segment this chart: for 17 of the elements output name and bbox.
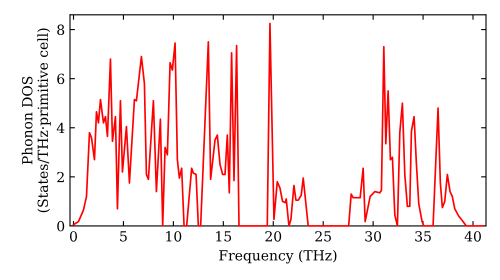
x-axis-title: Frequency (THz) [219, 250, 336, 264]
y-tick-label: 6 [57, 74, 64, 84]
y-tick-label: 2 [57, 172, 64, 182]
x-tick-label: 40 [464, 231, 481, 242]
y-axis-title: Phonon DOS (States/THz·primitive cell) [22, 28, 51, 212]
x-tick-label: 30 [365, 231, 382, 242]
y-tick-label: 0 [57, 220, 64, 232]
x-tick-label: 15 [216, 231, 232, 242]
y-tick-label: 4 [56, 122, 64, 134]
x-tick-label: 25 [315, 231, 331, 242]
x-tick-label: 10 [166, 231, 182, 242]
line-series [72, 22, 484, 227]
y-tick-label: 8 [57, 24, 64, 36]
x-tick-label: 20 [265, 231, 282, 242]
x-tick-label: 5 [120, 231, 127, 242]
x-tick-label: 0 [70, 231, 77, 242]
x-tick-label: 35 [415, 231, 431, 242]
